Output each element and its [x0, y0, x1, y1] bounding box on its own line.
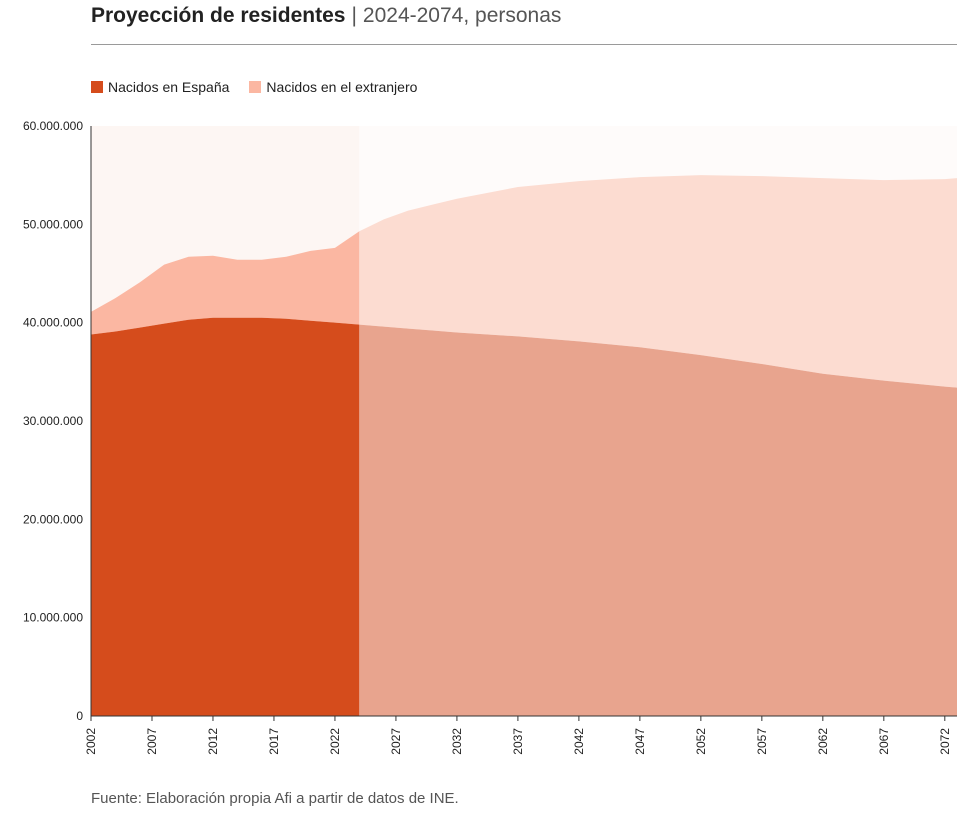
area-spain-projection: [359, 324, 958, 716]
x-tick-label: 2047: [633, 728, 647, 755]
x-tick-label: 2057: [755, 728, 769, 755]
legend-item-spain[interactable]: Nacidos en España: [91, 79, 229, 95]
x-tick-label: 2067: [877, 728, 891, 755]
x-tick-label: 2037: [511, 728, 525, 755]
x-tick-label: 2052: [694, 728, 708, 755]
y-tick-label: 20.000.000: [23, 512, 83, 526]
x-tick-label: 2012: [206, 728, 220, 755]
area-spain-historical: [91, 317, 360, 716]
legend-label-spain: Nacidos en España: [108, 79, 230, 95]
legend-swatch-foreign: [249, 81, 262, 93]
x-tick-label: 2072: [938, 728, 952, 755]
x-tick-label: 2027: [389, 728, 403, 755]
y-tick-label: 0: [76, 709, 83, 723]
x-tick-label: 2062: [816, 728, 830, 755]
legend-swatch-spain: [91, 81, 103, 93]
x-tick-label: 2002: [84, 728, 98, 755]
x-tick-label: 2042: [572, 728, 586, 755]
y-tick-label: 50.000.000: [23, 217, 83, 231]
chart-header: Proyección de residentes | 2024-2074, pers…: [91, 4, 957, 45]
area-foreign-projection: [359, 175, 958, 388]
x-tick-label: 2007: [145, 728, 159, 755]
y-tick-label: 10.000.000: [23, 611, 83, 625]
x-tick-label: 2032: [450, 728, 464, 755]
title-separator: |: [351, 4, 357, 27]
y-tick-label: 60.000.000: [23, 119, 83, 133]
y-tick-label: 30.000.000: [23, 414, 83, 428]
chart-legend: Nacidos en España Nacidos en el extranje…: [91, 79, 417, 95]
chart-subtitle: 2024-2074, personas: [362, 4, 562, 27]
chart-title: Proyección de residentes: [91, 4, 346, 27]
x-tick-label: 2017: [267, 728, 281, 755]
y-tick-label: 40.000.000: [23, 316, 83, 330]
legend-item-foreign[interactable]: Nacidos en el extranjero: [249, 79, 417, 95]
x-tick-label: 2022: [328, 728, 342, 755]
legend-label-foreign: Nacidos en el extranjero: [266, 79, 418, 95]
source-note: Fuente: Elaboración propia Afi a partir …: [91, 790, 459, 807]
area-foreign-historical: [91, 231, 360, 335]
